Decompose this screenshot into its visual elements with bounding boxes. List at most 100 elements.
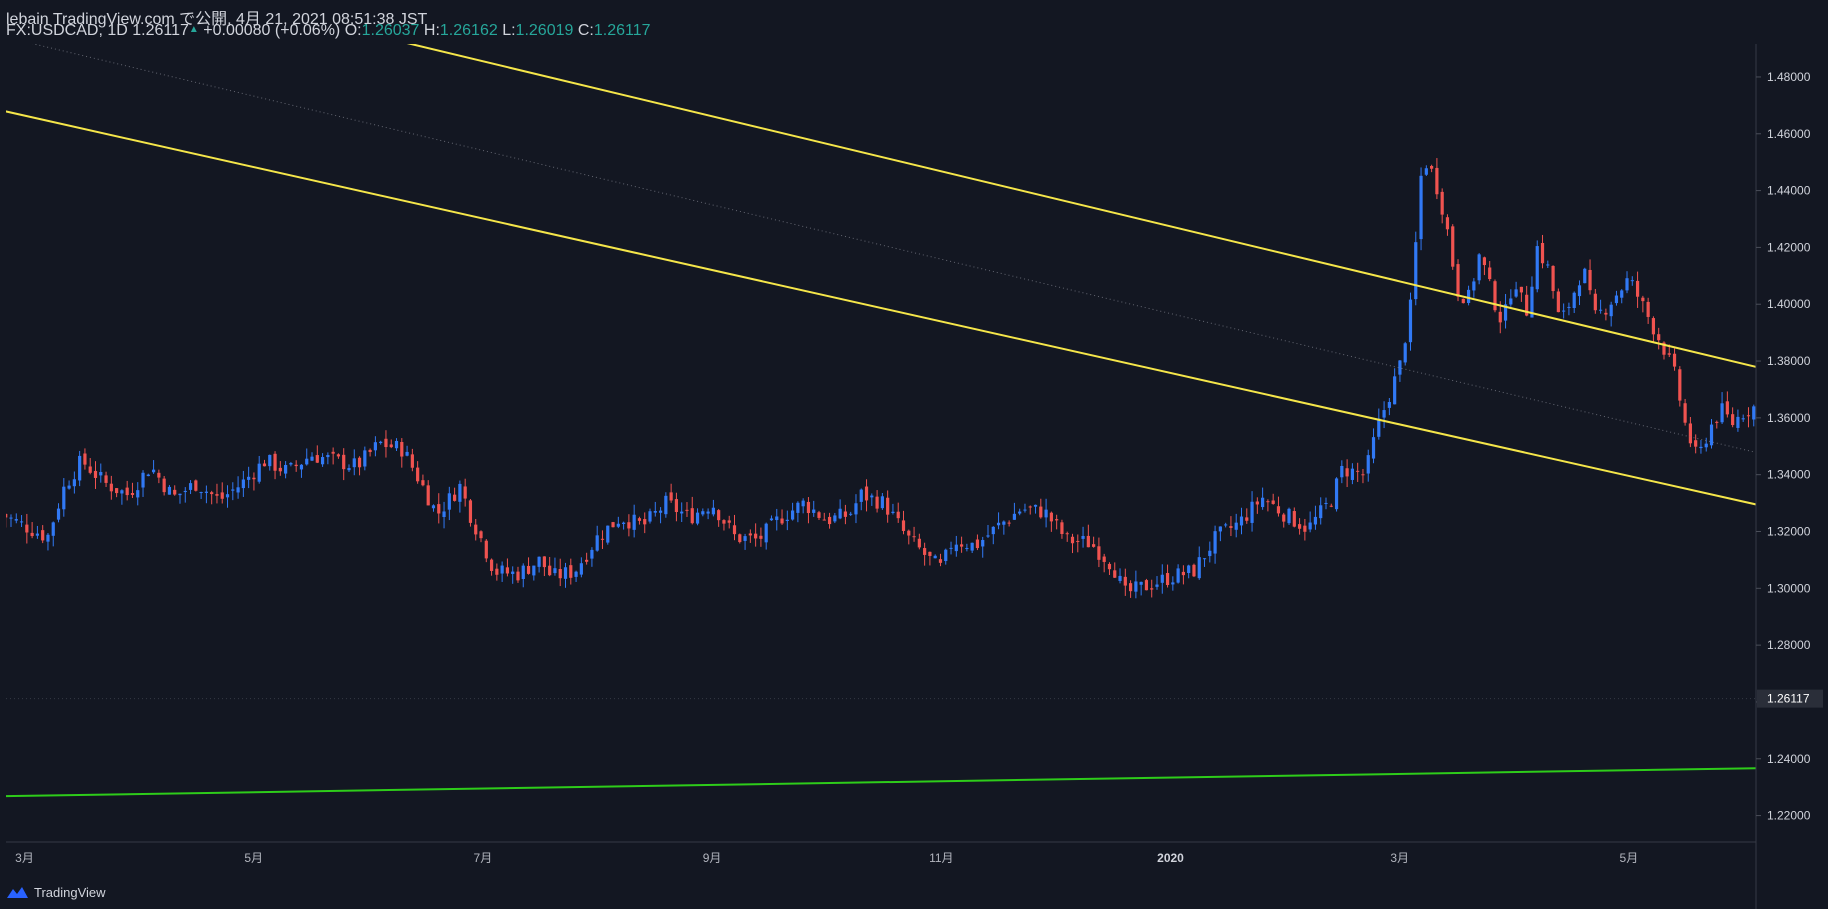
candle-body xyxy=(680,511,684,514)
candle-body xyxy=(1319,505,1323,519)
candle-body xyxy=(1266,501,1270,503)
time-axis[interactable]: 3月 5月 7月 9月 11月 2020 3月 5月 xyxy=(15,851,1638,865)
open-value: 1.26037 xyxy=(361,22,420,39)
channel-upper[interactable] xyxy=(75,0,1828,749)
candle-body xyxy=(1229,526,1233,528)
candle-body xyxy=(817,512,821,518)
candle-body xyxy=(1033,504,1038,507)
candle-body xyxy=(431,505,436,509)
candle-body xyxy=(996,522,1001,526)
candle-body xyxy=(320,457,325,465)
support-line[interactable] xyxy=(0,743,1828,798)
candle-body xyxy=(849,513,853,515)
candle-body xyxy=(1635,280,1640,297)
candle-body xyxy=(368,449,372,453)
candle-body xyxy=(1604,312,1608,315)
low-label: L: xyxy=(502,22,516,39)
candle-body xyxy=(479,531,483,539)
candle-body xyxy=(25,524,29,533)
candle-body xyxy=(284,464,288,474)
candle-body xyxy=(1757,403,1760,410)
publisher-line: lebain TradingView.com で公開, 4月 21, 2021 … xyxy=(6,11,428,28)
candle-body xyxy=(394,440,399,449)
candle-body xyxy=(1018,511,1022,514)
open-label: O: xyxy=(344,22,362,39)
candle-body xyxy=(484,540,488,559)
channel-lower[interactable] xyxy=(0,110,1828,830)
candle-body xyxy=(563,567,568,579)
candle-body xyxy=(215,494,219,496)
candle-body xyxy=(1519,286,1523,293)
candle-body xyxy=(1366,455,1370,474)
price-tick-label: 1.34000 xyxy=(1767,468,1811,482)
candle-body xyxy=(56,508,61,520)
candle-body xyxy=(859,489,863,502)
candle-body xyxy=(247,476,251,480)
candle-body xyxy=(1245,517,1249,521)
candle-body xyxy=(600,538,605,540)
candle-body xyxy=(1181,571,1186,576)
candle-body xyxy=(1577,285,1582,297)
candle-body xyxy=(1171,582,1175,585)
candle-body xyxy=(9,517,13,519)
candle-body xyxy=(1002,521,1006,525)
candle-body xyxy=(310,456,314,461)
candle-body xyxy=(1224,524,1228,526)
candle-body xyxy=(1440,191,1444,215)
candle-body xyxy=(748,533,752,536)
price-tick-label: 1.32000 xyxy=(1767,524,1811,538)
candle-body xyxy=(764,523,768,543)
candle-body xyxy=(0,513,2,514)
candle-body xyxy=(88,466,92,473)
candle-body xyxy=(959,544,964,547)
candle-body xyxy=(1641,297,1645,302)
candle-body xyxy=(622,522,626,524)
candle-body xyxy=(891,511,895,513)
candle-body xyxy=(1276,506,1281,514)
price-tick-label: 1.46000 xyxy=(1767,127,1811,141)
candle-body xyxy=(51,522,55,536)
candle-body xyxy=(1261,497,1265,508)
candle-body xyxy=(732,525,737,535)
candle-body xyxy=(1292,511,1296,527)
candle-body xyxy=(46,534,50,542)
candle-body xyxy=(1620,290,1624,298)
candle-body xyxy=(1789,425,1792,435)
candle-body xyxy=(14,519,18,521)
candle-body xyxy=(1192,564,1196,577)
candle-body xyxy=(907,530,911,536)
candle-body xyxy=(1239,516,1244,526)
tradingview-footer[interactable]: TradingView xyxy=(4,880,106,904)
candle-body xyxy=(674,499,679,513)
candle-body xyxy=(511,571,515,574)
candle-body xyxy=(685,509,689,511)
candle-body xyxy=(1509,298,1513,305)
candle-body xyxy=(405,451,409,456)
candle-body xyxy=(220,492,224,499)
candle-body xyxy=(785,519,789,521)
last-price: 1.26117 xyxy=(132,22,189,39)
candle-body xyxy=(1667,353,1671,355)
candle-body xyxy=(1044,509,1048,518)
candle-body xyxy=(954,544,958,552)
candle-body xyxy=(262,463,267,467)
candle-body xyxy=(347,468,351,471)
candle-body xyxy=(986,535,990,537)
plot-area[interactable] xyxy=(6,44,1756,842)
candle-body xyxy=(1572,292,1576,308)
candle-body xyxy=(463,486,467,499)
candle-body xyxy=(125,487,129,496)
price-tick-label: 1.38000 xyxy=(1767,354,1811,368)
candle-body xyxy=(1672,353,1677,367)
candle-body xyxy=(637,518,642,521)
candle-body xyxy=(400,442,404,457)
candle-body xyxy=(1588,269,1592,291)
candle-body xyxy=(1202,558,1207,560)
price-axis[interactable]: 1.48000 1.46000 1.44000 1.42000 1.40000 1.380… xyxy=(1756,70,1811,823)
candle-body xyxy=(1134,581,1138,592)
candle-body xyxy=(965,548,969,550)
candle-body xyxy=(1345,468,1349,477)
candle-body xyxy=(1028,506,1032,508)
candle-body xyxy=(542,556,546,568)
